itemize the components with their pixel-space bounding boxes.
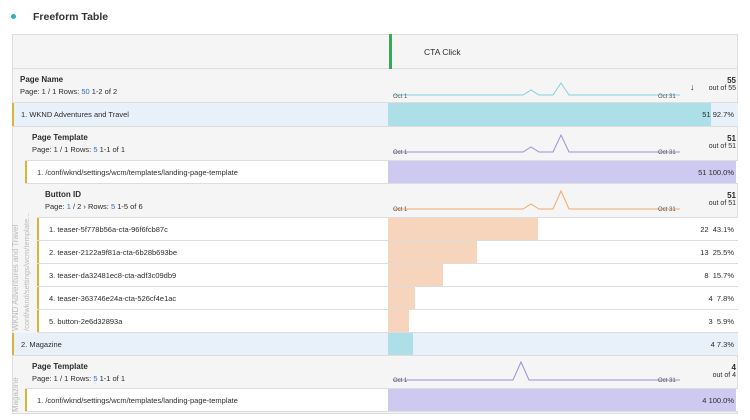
dimension-header-page-template: Page Template Page: 1 / 1 Rows: 5 1-1 of… <box>25 127 738 161</box>
column-header <box>12 34 738 69</box>
row-label: 1. WKND Adventures and Travel <box>21 110 129 119</box>
row-label: 2. teaser-2122a9f81a-cta-6b28b693be <box>49 248 178 257</box>
date-start: Oct 1 <box>393 207 408 213</box>
bar <box>388 161 736 183</box>
row-value: 51 100.0% <box>698 168 734 177</box>
sparkline-template <box>393 360 680 381</box>
total: 55 out of 55 <box>708 76 736 92</box>
panel-status-dot <box>11 14 16 19</box>
pagination: Page: 1 / 1 Rows: 5 1-1 of 1 <box>32 374 126 383</box>
row-value: 4 100.0% <box>702 396 734 405</box>
row-value: 4 7.3% <box>710 340 734 349</box>
dimension-title: Page Template <box>32 133 88 142</box>
rows-selector[interactable]: 5 <box>110 202 116 211</box>
date-start: Oct 1 <box>393 150 408 156</box>
sparkline-template <box>393 133 680 153</box>
row-label: 2. Magazine <box>21 340 62 349</box>
row-label: 1. /conf/wknd/settings/wcm/templates/lan… <box>37 168 238 177</box>
table-row[interactable]: 1. teaser-5f778b56a-cta-96f6fcb87c <box>37 218 738 241</box>
date-end: Oct 31 <box>658 207 676 213</box>
rows-selector[interactable]: 5 <box>93 145 98 154</box>
row-value: 13 25.5% <box>700 248 734 257</box>
sparkline-page-name <box>393 82 680 96</box>
bar <box>388 241 477 263</box>
table-row[interactable]: 4. teaser-363746e24a-cta-526cf4e1ac <box>37 287 738 310</box>
date-start: Oct 1 <box>393 378 408 384</box>
dimension-title: Page Template <box>32 362 88 371</box>
table-row[interactable]: 2. teaser-2122a9f81a-cta-6b28b693be <box>37 241 738 264</box>
sort-descending-icon[interactable]: ↓ <box>690 82 695 92</box>
metric-header[interactable]: CTA Click <box>424 47 461 57</box>
panel-title: Freeform Table <box>33 11 109 23</box>
total: 4 out of 4 <box>712 363 736 379</box>
row-value: 51 92.7% <box>702 110 734 119</box>
pagination: Page: 1 / 1 Rows: 50 1-2 of 2 <box>20 87 118 96</box>
bar <box>388 310 409 332</box>
metric-drag-handle[interactable] <box>389 34 392 69</box>
dimension-title: Button ID <box>45 190 81 199</box>
bar <box>388 389 736 411</box>
row-label: 1. teaser-5f778b56a-cta-96f6fcb87c <box>49 225 168 234</box>
table-row[interactable]: 2. Magazine <box>12 333 738 356</box>
date-end: Oct 31 <box>658 94 676 100</box>
next-page-icon[interactable]: › <box>83 202 86 211</box>
row-value: 4 7.8% <box>708 294 734 303</box>
bar <box>388 264 443 286</box>
row-label: 4. teaser-363746e24a-cta-526cf4e1ac <box>49 294 177 303</box>
table-row[interactable]: 5. button-2e6d32893a <box>37 310 738 333</box>
total: 51 out of 51 <box>708 191 736 207</box>
row-value: 22 43.1% <box>700 225 734 234</box>
row-label: 3. teaser-da32481ec8-cta-adf3c09db9 <box>49 271 177 280</box>
dimension-title: Page Name <box>20 75 64 84</box>
date-end: Oct 31 <box>658 378 676 384</box>
rows-selector[interactable]: 5 <box>93 374 98 383</box>
table-row[interactable]: 3. teaser-da32481ec8-cta-adf3c09db9 <box>37 264 738 287</box>
dimension-header-button-id: Button ID Page: 1 / 2 › Rows: 5 1-5 of 6 <box>37 184 738 218</box>
row-value: 8 15.7% <box>704 271 734 280</box>
bar <box>388 103 711 126</box>
row-value: 3 5.9% <box>708 317 734 326</box>
pagination: Page: 1 / 2 › Rows: 5 1-5 of 6 <box>45 202 143 211</box>
date-start: Oct 1 <box>393 94 408 100</box>
total: 51 out of 51 <box>708 134 736 150</box>
dimension-header-page-template: Page Template Page: 1 / 1 Rows: 5 1-1 of… <box>25 356 738 389</box>
row-label: 5. button-2e6d32893a <box>49 317 123 326</box>
dimension-header-page-name: Page Name Page: 1 / 1 Rows: 50 1-2 of 2 <box>12 69 738 103</box>
breakdown-label: Magazine <box>11 377 20 412</box>
bar <box>388 218 538 240</box>
bar <box>388 287 415 309</box>
pagination: Page: 1 / 1 Rows: 5 1-1 of 1 <box>32 145 126 154</box>
row-label: 1. /conf/wknd/settings/wcm/templates/lan… <box>37 396 238 405</box>
rows-selector[interactable]: 50 <box>81 87 90 96</box>
sparkline-button <box>393 189 680 210</box>
date-end: Oct 31 <box>658 150 676 156</box>
page-number[interactable]: 1 <box>66 202 71 211</box>
breakdown-label: /conf/wknd/settings/wcm/template... <box>22 212 31 331</box>
bar <box>388 333 413 355</box>
